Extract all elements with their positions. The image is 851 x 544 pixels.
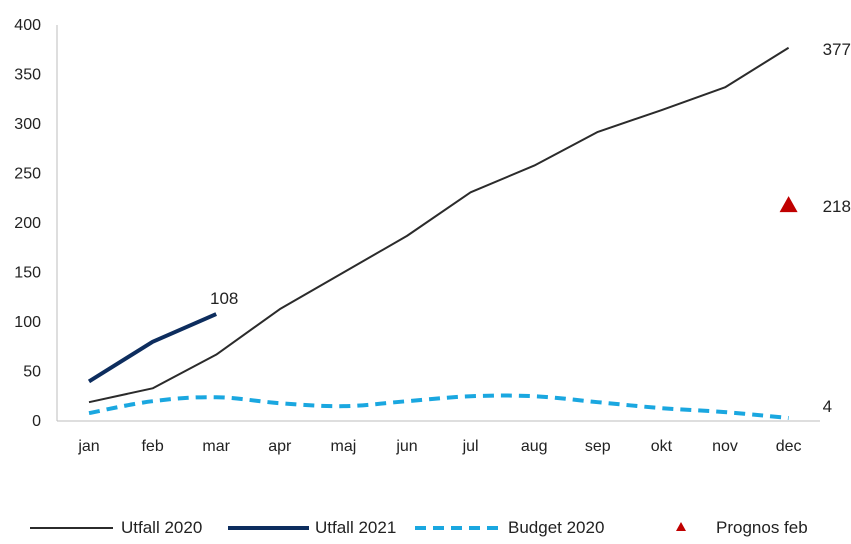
x-tick-label: dec — [776, 438, 802, 455]
legend-swatch — [676, 522, 686, 531]
y-tick-label: 50 — [23, 364, 41, 381]
data-label: 108 — [210, 289, 238, 308]
data-label: 218 — [823, 197, 851, 216]
data-label: 377 — [823, 40, 851, 59]
x-tick-label: maj — [331, 438, 357, 455]
legend: Utfall 2020 Utfall 2021 Budget 2020 Prognos… — [30, 518, 808, 537]
legend-label: Prognos feb — [716, 518, 808, 537]
legend-label: Utfall 2021 — [315, 518, 396, 537]
legend-item-utfall-2020: Utfall 2020 — [30, 518, 202, 537]
legend-item-utfall-2021: Utfall 2021 — [228, 518, 396, 537]
series-budget-2020-line — [88, 393, 789, 421]
series-layer — [87, 46, 798, 421]
legend-label: Budget 2020 — [508, 518, 604, 537]
legend-item-prognos-feb: Prognos feb — [676, 518, 808, 537]
y-tick-label: 300 — [14, 116, 41, 133]
x-tick-label: feb — [141, 438, 163, 455]
y-tick-label: 0 — [32, 413, 41, 430]
prognos-feb-marker — [779, 196, 798, 213]
legend-item-budget-2020: Budget 2020 — [415, 518, 604, 537]
x-tick-label: aug — [521, 438, 548, 455]
y-tick-label: 400 — [14, 17, 41, 34]
y-tick-label: 100 — [14, 314, 41, 331]
y-tick-label: 350 — [14, 67, 41, 84]
x-tick-label: apr — [268, 438, 292, 455]
y-tick-label: 200 — [14, 215, 41, 232]
series-utfall-2020-line — [88, 46, 790, 404]
x-tick-label: jul — [462, 438, 479, 455]
x-tick-label: jun — [395, 438, 417, 455]
x-tick-label: mar — [202, 438, 230, 455]
x-tick-label: okt — [651, 438, 673, 455]
x-tick-label: nov — [712, 438, 738, 455]
series-utfall-2021-line — [87, 312, 217, 384]
x-tick-label: sep — [585, 438, 611, 455]
y-tick-labels: 0 50 100 150 200 250 300 350 400 — [14, 17, 41, 430]
data-label: 4 — [823, 397, 832, 416]
data-labels: 108 377 218 4 — [210, 40, 851, 416]
y-tick-label: 150 — [14, 265, 41, 282]
x-tick-labels: jan feb mar apr maj jun jul aug sep okt nov dec — [77, 438, 801, 455]
y-tick-label: 250 — [14, 166, 41, 183]
x-tick-label: jan — [77, 438, 99, 455]
legend-label: Utfall 2020 — [121, 518, 202, 537]
axes — [56, 25, 820, 422]
